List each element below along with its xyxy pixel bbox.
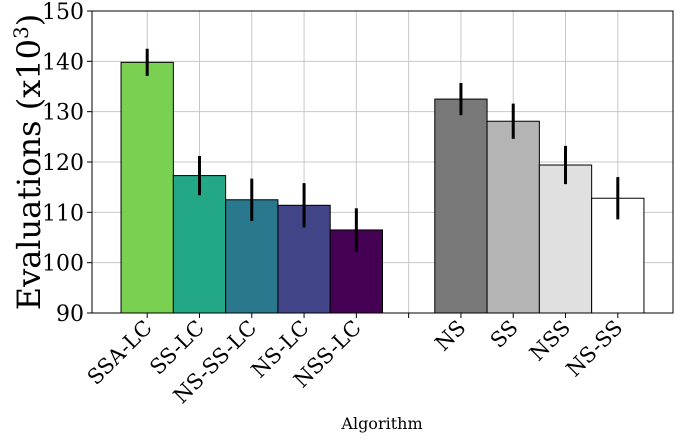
bar	[172, 175, 227, 314]
bar	[486, 120, 540, 314]
y-tick-label: 120	[42, 151, 84, 176]
y-tick-label: 140	[42, 50, 84, 75]
y-tick-label: 110	[42, 201, 84, 226]
y-tick-label: 130	[42, 101, 84, 126]
y-axis-label-suffix: )	[10, 14, 48, 26]
y-axis-label: Evaluations (x103)	[9, 14, 48, 310]
x-axis-label: Algorithm	[340, 414, 422, 433]
y-axis-label-main: Evaluations (x10	[10, 39, 48, 310]
y-axis-ticks: 90 100 110 120 130 140 150	[42, 0, 92, 327]
x-tick-label: NS	[430, 316, 470, 356]
y-tick-label: 100	[42, 252, 84, 277]
bar	[434, 98, 488, 314]
x-tick-label: SS	[486, 316, 523, 353]
x-tick-label: NS-SS	[562, 316, 628, 382]
bars	[120, 61, 645, 314]
error-bars	[145, 48, 620, 252]
y-axis-label-exponent: 3	[9, 26, 33, 39]
bar	[538, 164, 593, 314]
y-tick-label: 90	[56, 302, 84, 327]
y-tick-label: 150	[42, 0, 84, 25]
x-tick-label: SSA-LC	[83, 316, 157, 390]
bar	[120, 61, 174, 314]
